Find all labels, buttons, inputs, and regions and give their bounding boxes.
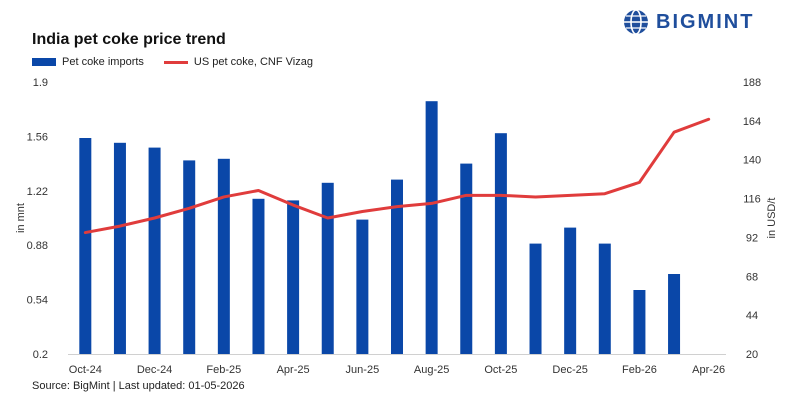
source-note: Source: BigMint | Last updated: 01-05-20… bbox=[32, 380, 245, 392]
bar-Dec-25 bbox=[564, 227, 577, 354]
y-tick-label-right: 164 bbox=[743, 116, 761, 128]
x-tick-label: Oct-25 bbox=[484, 364, 517, 376]
bar-Nov-25 bbox=[529, 243, 542, 354]
globe-icon bbox=[624, 9, 648, 35]
legend-swatch-bar bbox=[32, 58, 56, 66]
bar-Nov-24 bbox=[113, 142, 126, 354]
bar-Jan-25 bbox=[183, 160, 196, 354]
x-tick-label: Apr-25 bbox=[277, 364, 310, 376]
x-tick-label: Dec-25 bbox=[552, 364, 587, 376]
legend-item-imports: Pet coke imports bbox=[32, 56, 144, 68]
y-tick-label-right: 20 bbox=[746, 349, 758, 361]
y-tick-label-right: 116 bbox=[743, 194, 761, 206]
legend-label-imports: Pet coke imports bbox=[62, 56, 144, 68]
legend-item-price: US pet coke, CNF Vizag bbox=[163, 56, 313, 68]
bar-Apr-25 bbox=[287, 200, 300, 354]
y-tick-label-right: 68 bbox=[746, 271, 758, 283]
bar-Jul-25 bbox=[391, 179, 403, 354]
legend-label-price: US pet coke, CNF Vizag bbox=[193, 56, 313, 68]
bar-Mar-25 bbox=[252, 198, 265, 354]
y-tick-label-left: 0.2 bbox=[33, 349, 48, 361]
x-tick-label: Dec-24 bbox=[137, 364, 172, 376]
y-tick-label-right: 44 bbox=[746, 310, 758, 322]
bar-Dec-24 bbox=[148, 147, 161, 354]
logo-text: BIGMINT bbox=[656, 10, 755, 33]
bar-Feb-25 bbox=[217, 158, 230, 354]
chart-title: India pet coke price trend bbox=[32, 31, 226, 48]
bar-Oct-24 bbox=[79, 138, 92, 354]
x-tick-label: Aug-25 bbox=[414, 364, 449, 376]
y-tick-label-left: 0.88 bbox=[27, 240, 48, 252]
y-tick-label-left: 1.9 bbox=[33, 77, 48, 89]
x-tick-label: Jun-25 bbox=[346, 364, 380, 376]
x-tick-label: Oct-24 bbox=[69, 364, 102, 376]
x-tick-label: Apr-26 bbox=[692, 364, 725, 376]
y-tick-label-left: 1.56 bbox=[27, 131, 48, 143]
bar-Jun-25 bbox=[356, 219, 369, 354]
legend-swatch-line bbox=[163, 60, 188, 64]
bar-Feb-26 bbox=[633, 290, 646, 354]
bar-Oct-25 bbox=[494, 133, 507, 354]
y-tick-label-right: 140 bbox=[743, 155, 761, 167]
bigmint-logo: BIGMINT bbox=[622, 8, 754, 36]
bar-Aug-25 bbox=[425, 101, 438, 354]
x-tick-label: Feb-26 bbox=[622, 364, 657, 376]
bar-Mar-26 bbox=[668, 274, 681, 354]
bar-Sep-25 bbox=[460, 163, 473, 354]
y-tick-label-right: 188 bbox=[743, 77, 761, 89]
y-tick-label-left: 0.54 bbox=[27, 295, 48, 307]
y-axis-title-right: in USD/t bbox=[766, 198, 778, 239]
bar-Jan-26 bbox=[598, 243, 611, 354]
y-tick-label-right: 92 bbox=[746, 232, 758, 244]
y-axis-title-left: in mnt bbox=[15, 203, 27, 233]
bar-May-25 bbox=[321, 182, 334, 354]
legend: Pet coke imports US pet coke, CNF Vizag bbox=[32, 56, 333, 68]
x-tick-label: Feb-25 bbox=[206, 364, 241, 376]
y-tick-label-left: 1.22 bbox=[27, 186, 48, 198]
